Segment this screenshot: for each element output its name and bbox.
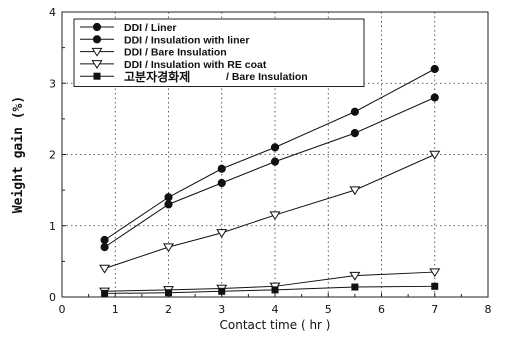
legend-marker [93, 72, 101, 80]
y-tick-label: 4 [49, 6, 56, 19]
legend-marker [92, 35, 102, 44]
legend-item: DDI / Insulation with RE coat [80, 59, 267, 71]
series-line [104, 97, 435, 248]
data-point [429, 268, 441, 278]
data-point [350, 107, 359, 116]
data-point [217, 178, 226, 188]
data-point [162, 243, 175, 253]
data-point [270, 143, 280, 152]
legend-item: DDI / Insulation with liner [80, 34, 249, 46]
data-point [101, 289, 109, 297]
data-point [99, 264, 111, 274]
x-tick-label: 6 [378, 303, 385, 316]
data-point [349, 271, 361, 281]
data-point [100, 243, 109, 252]
x-tick-label: 8 [485, 303, 492, 316]
legend-item: 고분자경화제 / Bare Insulation [80, 69, 308, 84]
y-tick-label: 1 [49, 220, 56, 233]
x-tick-label: 4 [272, 303, 279, 316]
series-line [104, 68, 435, 241]
x-tick-label: 0 [59, 303, 66, 316]
data-point [430, 64, 439, 74]
data-point [100, 235, 109, 245]
series-1 [100, 64, 439, 245]
data-point [350, 129, 359, 138]
series-line [104, 154, 435, 269]
data-point [218, 287, 226, 295]
series-3 [99, 150, 441, 274]
legend-label: DDI / Insulation with RE coat [124, 59, 267, 71]
legend-box [73, 18, 365, 87]
x-tick-label: 3 [218, 303, 225, 316]
legend-label-prefix: 고분자경화제 [124, 69, 190, 84]
x-tick-label: 1 [112, 303, 119, 316]
data-point [164, 193, 173, 202]
data-point [269, 211, 281, 221]
legend-marker [91, 60, 103, 69]
legend-item: DDI / Liner [80, 22, 177, 34]
legend-marker [91, 47, 103, 57]
x-tick-label: 7 [431, 303, 438, 316]
legend-label: DDI / Bare Insulation [124, 47, 227, 59]
data-point [429, 150, 441, 160]
series-line [104, 271, 435, 292]
legend-label: DDI / Insulation with liner [124, 34, 249, 46]
x-tick-label: 2 [165, 303, 172, 316]
data-point [271, 286, 279, 294]
series-5 [101, 282, 439, 297]
legend-label-suffix: / Bare Insulation [226, 71, 308, 83]
y-tick-label: 0 [49, 291, 56, 304]
data-point [165, 289, 172, 297]
data-point [349, 186, 361, 196]
data-point [270, 157, 280, 166]
data-point [351, 283, 359, 291]
x-axis-label: Contact time ( hr ) [220, 318, 331, 332]
series-2 [100, 93, 439, 252]
y-axis-label: Weight gain (%) [11, 96, 26, 213]
data-point [164, 200, 173, 209]
legend-marker [92, 22, 102, 32]
axis-ticks: 0 1 2 3 4 0 1 2 3 4 5 6 7 8 [49, 6, 492, 316]
legend-item: DDI / Bare Insulation [80, 47, 227, 59]
data-point [430, 93, 439, 102]
series-line [104, 285, 435, 294]
data-point [431, 282, 439, 290]
data-point [217, 164, 226, 173]
y-tick-label: 3 [49, 77, 56, 90]
y-tick-label: 2 [49, 149, 56, 162]
x-tick-label: 5 [325, 303, 332, 316]
series-group [99, 64, 441, 297]
legend-label: DDI / Liner [124, 22, 177, 34]
data-point [216, 229, 228, 238]
